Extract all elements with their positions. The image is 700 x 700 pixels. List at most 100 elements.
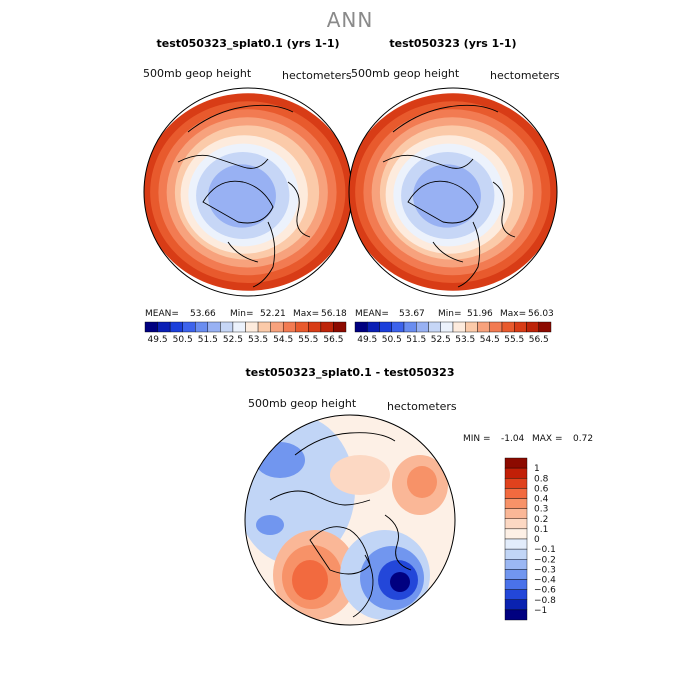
colorbar-2-cell-10 [477, 321, 490, 333]
colorbar-2-cell-11 [489, 321, 503, 333]
panel3-field-label: 500mb geop height [248, 397, 357, 410]
diff-blob-north [330, 455, 390, 495]
panel1-max-label: Max= [293, 309, 320, 319]
colorbar-1-cell-6 [220, 321, 234, 333]
panel2-title: test050323 (yrs 1-1) [389, 37, 517, 50]
colorbar-3-label-9: −0.2 [534, 555, 556, 565]
panel3-max-label: MAX = [532, 434, 563, 444]
colorbar-1-cell-1 [157, 321, 171, 333]
panel2-field-label: 500mb geop height [351, 67, 460, 80]
panel2-mean-value: 53.67 [399, 309, 425, 319]
colorbar-1-cell-3 [182, 321, 196, 333]
colorbar-3-cell-5 [504, 508, 528, 519]
contour-band-8 [413, 164, 481, 228]
coastline-0 [177, 154, 269, 169]
colorbar-3-cell-7 [504, 528, 528, 540]
colorbar-3-cell-15 [504, 609, 528, 621]
colorbar-3-label-6: 0.1 [534, 525, 548, 535]
panel1-min-value: 52.21 [260, 309, 286, 319]
colorbar-2-cell-15 [538, 321, 552, 333]
colorbar-3-cell-9 [504, 548, 528, 560]
colorbar-2-cell-14 [526, 321, 539, 333]
coastline-4 [492, 181, 516, 238]
panel3-min-label: MIN = [463, 434, 491, 444]
colorbar-1-cell-14 [320, 321, 334, 333]
colorbar-1-cell-2 [169, 321, 183, 333]
colorbar-2-label-1: 50.5 [382, 335, 402, 345]
colorbar-1-cell-13 [308, 321, 322, 333]
map-border-panel3 [244, 414, 456, 626]
panel2-min-value: 51.96 [467, 309, 493, 319]
diff-blob-west-core [255, 442, 305, 478]
colorbar-2-cell-13 [514, 321, 527, 333]
panel2-units-label: hectometers [490, 69, 560, 82]
colorbar-1-label-3: 52.5 [223, 335, 243, 345]
diff-blob-west-2 [256, 515, 284, 535]
panel2-mean-label: MEAN= [355, 309, 389, 319]
panel2-min-label: Min= [438, 309, 462, 319]
colorbar-3-cell-12 [504, 579, 528, 590]
diff-blob-sw-core [292, 560, 328, 600]
colorbar-3-cell-14 [504, 599, 528, 611]
colorbar-2-cell-4 [403, 321, 417, 333]
map-border-panel2 [348, 87, 558, 297]
colorbar-3-label-8: −0.1 [534, 545, 556, 555]
colorbar-2-cell-1 [367, 321, 380, 333]
coastline-1 [407, 180, 479, 224]
colorbar-2-cell-2 [379, 321, 392, 333]
panel3-min-value: -1.04 [501, 434, 525, 444]
coastline-5 [227, 241, 259, 263]
colorbar-3-cell-0 [504, 457, 528, 469]
colorbar-1-cell-8 [245, 321, 259, 333]
colorbar-3-cell-3 [504, 488, 528, 499]
colorbar-3-cell-11 [504, 569, 528, 580]
colorbar-3-label-1: 0.8 [534, 474, 549, 484]
colorbar-1-label-1: 50.5 [173, 335, 193, 345]
colorbar-3-cell-10 [504, 559, 528, 570]
colorbar-3-label-14: −1 [534, 606, 547, 616]
panel1-min-label: Min= [230, 309, 254, 319]
colorbar-2-cell-12 [501, 321, 515, 333]
colorbar-1-label-5: 54.5 [273, 335, 293, 345]
colorbar-1-label-7: 56.5 [323, 335, 343, 345]
coastline-1 [202, 180, 274, 224]
figure-title: ANN [326, 8, 374, 32]
coastline-3 [187, 104, 294, 133]
panel2-max-value: 56.03 [528, 309, 554, 319]
colorbar-2-cell-9 [465, 321, 478, 333]
colorbar-2-label-5: 54.5 [480, 335, 500, 345]
colorbar-3-label-4: 0.3 [534, 505, 548, 515]
colorbar-2-label-2: 51.5 [406, 335, 426, 345]
colorbar-2-label-0: 49.5 [357, 335, 377, 345]
colorbar-3-label-13: −0.8 [534, 596, 556, 606]
map-field-panel2 [349, 93, 557, 291]
panel3-title: test050323_splat0.1 - test050323 [245, 366, 455, 379]
colorbar-1-label-6: 55.5 [298, 335, 318, 345]
contour-band-8 [208, 164, 276, 228]
colorbar-2-label-4: 53.5 [455, 335, 475, 345]
coastline-0 [382, 154, 474, 169]
panel1-title: test050323_splat0.1 (yrs 1-1) [156, 37, 340, 50]
colorbar-3-cell-2 [504, 478, 528, 489]
colorbar-1-cell-9 [257, 321, 271, 333]
colorbar-2-cell-8 [452, 321, 466, 333]
panel2-max-label: Max= [500, 309, 527, 319]
colorbar-2-label-6: 55.5 [504, 335, 524, 345]
colorbar-3-cell-1 [504, 467, 528, 479]
colorbar-3-cell-8 [504, 538, 528, 550]
colorbar-3-cell-4 [504, 498, 528, 509]
colorbar-2-cell-5 [416, 321, 429, 333]
panel1-field-label: 500mb geop height [143, 67, 252, 80]
colorbar-3-label-0: 1 [534, 464, 540, 474]
colorbar-1-label-2: 51.5 [198, 335, 218, 345]
diff-coastline-4 [384, 514, 412, 571]
panel1-units-label: hectometers [282, 69, 352, 82]
colorbar-1-label-4: 53.5 [248, 335, 268, 345]
diff-coastline-1 [309, 526, 371, 575]
colorbar-1-cell-10 [270, 321, 284, 333]
colorbar-3-cell-13 [504, 589, 528, 600]
map-field-panel3 [245, 415, 455, 625]
colorbar-2-cell-6 [428, 321, 441, 333]
